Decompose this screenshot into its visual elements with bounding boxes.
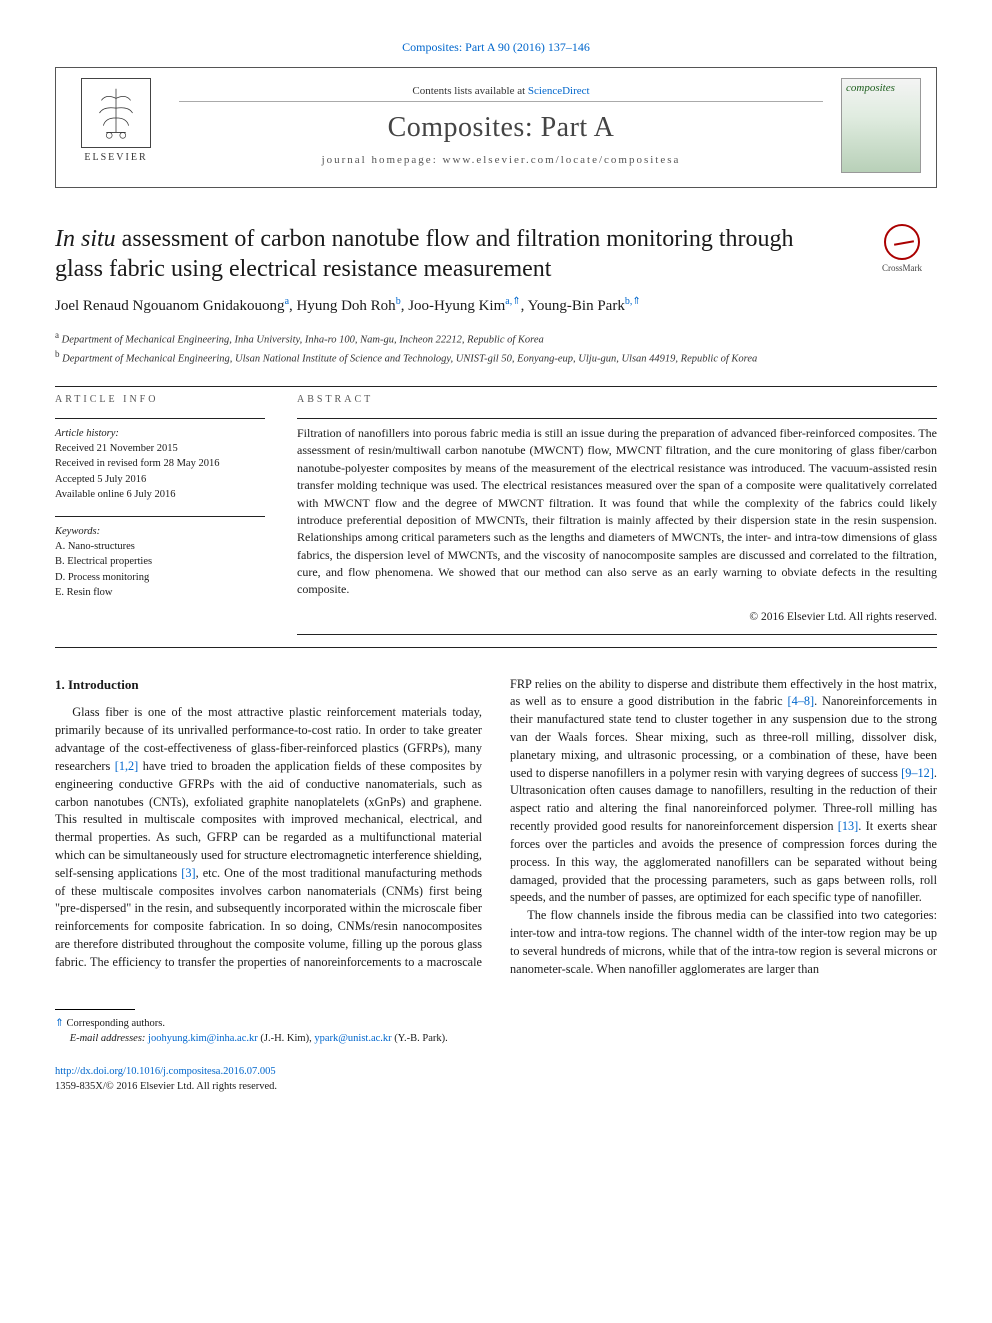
- history-online: Available online 6 July 2016: [55, 487, 265, 502]
- email-1-who: (J.-H. Kim),: [258, 1033, 315, 1044]
- doi-link[interactable]: http://dx.doi.org/10.1016/j.compositesa.…: [55, 1066, 276, 1077]
- journal-name: Composites: Part A: [179, 112, 823, 144]
- info-abstract-row: ARTICLE INFO Article history: Received 2…: [55, 393, 937, 640]
- keywords-block: Keywords: A. Nano-structures B. Electric…: [55, 516, 265, 600]
- author-4: Young-Bin Park: [528, 298, 625, 314]
- footnote-separator: [55, 1009, 135, 1010]
- history-revised: Received in revised form 28 May 2016: [55, 456, 265, 471]
- history-received: Received 21 November 2015: [55, 441, 265, 456]
- footnotes: ⇑ Corresponding authors. E-mail addresse…: [55, 1016, 937, 1048]
- rule-bottom: [55, 647, 937, 648]
- keywords-rule: [55, 516, 265, 517]
- keyword-3: D. Process monitoring: [55, 570, 265, 585]
- elsevier-logo: ELSEVIER: [71, 78, 161, 173]
- section-1-heading: 1. Introduction: [55, 676, 482, 695]
- crossmark-label: CrossMark: [882, 263, 922, 273]
- journal-header: ELSEVIER Contents lists available at Sci…: [55, 67, 937, 188]
- rule-top: [55, 386, 937, 387]
- elsevier-tree-icon: [81, 78, 151, 148]
- author-3: Joo-Hyung Kim: [408, 298, 505, 314]
- email-label: E-mail addresses:: [70, 1033, 146, 1044]
- abstract-column: ABSTRACT Filtration of nanofillers into …: [297, 393, 937, 640]
- keyword-1: A. Nano-structures: [55, 539, 265, 554]
- body-columns: 1. Introduction Glass fiber is one of th…: [55, 676, 937, 979]
- abstract-rule-bottom: [297, 634, 937, 635]
- affiliation-a: Department of Mechanical Engineering, In…: [62, 335, 544, 346]
- issue-citation[interactable]: Composites: Part A 90 (2016) 137–146: [402, 40, 590, 54]
- history-label: Article history:: [55, 426, 265, 441]
- journal-issue-link[interactable]: Composites: Part A 90 (2016) 137–146: [55, 40, 937, 55]
- article-info-heading: ARTICLE INFO: [55, 393, 265, 408]
- corresponding-label: Corresponding authors.: [66, 1018, 165, 1029]
- elsevier-label: ELSEVIER: [84, 152, 147, 163]
- journal-cover-thumbnail: composites: [841, 78, 921, 173]
- keyword-4: E. Resin flow: [55, 585, 265, 600]
- sciencedirect-link[interactable]: ScienceDirect: [528, 85, 590, 97]
- abstract-rule-top: [297, 418, 937, 419]
- ref-9-12[interactable]: [9–12]: [901, 766, 934, 780]
- section-1-para-2: The flow channels inside the fibrous med…: [510, 907, 937, 978]
- email-2-who: (Y.-B. Park).: [392, 1033, 448, 1044]
- history-accepted: Accepted 5 July 2016: [55, 472, 265, 487]
- affiliations: a Department of Mechanical Engineering, …: [55, 329, 937, 366]
- title-rest: assessment of carbon nanotube flow and f…: [55, 226, 794, 282]
- abstract-text: Filtration of nanofillers into porous fa…: [297, 425, 937, 599]
- author-4-corr[interactable]: ⇑: [632, 296, 640, 307]
- keyword-2: B. Electrical properties: [55, 554, 265, 569]
- article-info-column: ARTICLE INFO Article history: Received 2…: [55, 393, 265, 640]
- affiliation-b: Department of Mechanical Engineering, Ul…: [62, 353, 757, 364]
- crossmark-icon: [884, 224, 920, 260]
- ref-13[interactable]: [13]: [838, 819, 859, 833]
- contents-prefix: Contents lists available at: [412, 85, 527, 97]
- authors-line: Joel Renaud Ngouanom Gnidakouonga, Hyung…: [55, 296, 937, 315]
- author-2: Hyung Doh Roh: [297, 298, 396, 314]
- crossmark-badge[interactable]: CrossMark: [867, 224, 937, 274]
- title-italic: In situ: [55, 226, 116, 252]
- info-rule: [55, 418, 265, 419]
- author-1-aff[interactable]: a: [285, 296, 289, 307]
- article-title: In situ assessment of carbon nanotube fl…: [55, 224, 847, 284]
- author-2-aff[interactable]: b: [396, 296, 401, 307]
- author-3-corr[interactable]: ⇑: [512, 296, 520, 307]
- journal-homepage: journal homepage: www.elsevier.com/locat…: [179, 154, 823, 166]
- keywords-label: Keywords:: [55, 524, 265, 539]
- cover-title: composites: [842, 79, 920, 97]
- ref-4-8[interactable]: [4–8]: [787, 694, 814, 708]
- title-row: In situ assessment of carbon nanotube fl…: [55, 224, 937, 284]
- email-2[interactable]: ypark@unist.ac.kr: [314, 1033, 391, 1044]
- page: Composites: Part A 90 (2016) 137–146 ELS…: [0, 0, 992, 1134]
- abstract-heading: ABSTRACT: [297, 393, 937, 408]
- header-center: Contents lists available at ScienceDirec…: [179, 85, 823, 166]
- contents-line: Contents lists available at ScienceDirec…: [179, 85, 823, 102]
- ref-3[interactable]: [3]: [181, 866, 195, 880]
- email-1[interactable]: joohyung.kim@inha.ac.kr: [148, 1033, 258, 1044]
- doi-block: http://dx.doi.org/10.1016/j.compositesa.…: [55, 1065, 937, 1094]
- issn-copyright: 1359-835X/© 2016 Elsevier Ltd. All right…: [55, 1081, 277, 1092]
- ref-1-2[interactable]: [1,2]: [115, 759, 139, 773]
- copyright-line: © 2016 Elsevier Ltd. All rights reserved…: [297, 609, 937, 626]
- author-1: Joel Renaud Ngouanom Gnidakouong: [55, 298, 285, 314]
